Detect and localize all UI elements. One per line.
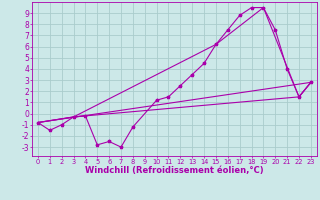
- X-axis label: Windchill (Refroidissement éolien,°C): Windchill (Refroidissement éolien,°C): [85, 166, 264, 175]
